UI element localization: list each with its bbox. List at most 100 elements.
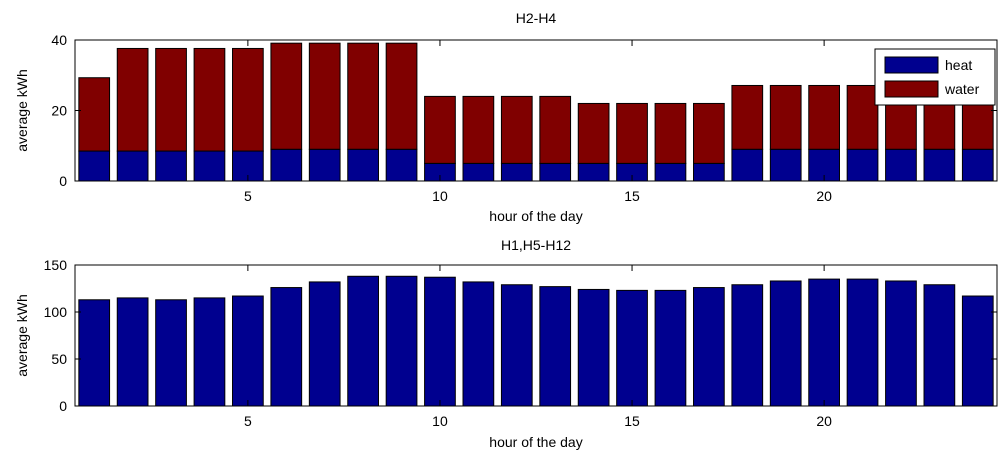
bar-heat-hour-23 <box>923 148 956 182</box>
bar-value-hour-9 <box>385 275 418 407</box>
bar-heat-hour-2 <box>116 150 149 182</box>
x-axis-label: hour of the day <box>489 208 582 224</box>
bar-value-hour-1 <box>78 299 111 407</box>
bar-water-hour-13 <box>539 95 572 164</box>
axes-box <box>74 264 998 407</box>
bar-value-hour-17 <box>693 287 725 407</box>
ticks-group: 5 10 15 20 0 20 40 <box>51 32 997 204</box>
bar-value-hour-3 <box>155 299 187 407</box>
bar-heat-hour-16 <box>654 162 687 182</box>
bar-water-hour-18 <box>731 84 764 150</box>
bar-value-hour-14 <box>577 288 610 407</box>
y-tick-label: 50 <box>51 351 67 367</box>
bar-value-hour-16 <box>654 289 687 407</box>
ticks-group: 5 10 15 20 0 50 100 150 <box>44 257 997 429</box>
bar-water-hour-3 <box>155 47 187 152</box>
axes-group <box>74 264 998 407</box>
y-tick-label: 100 <box>44 304 68 320</box>
y-axis-label: average kWh <box>14 69 30 151</box>
x-tick-label: 5 <box>244 413 252 429</box>
x-tick-label: 20 <box>816 413 832 429</box>
bar-water-hour-7 <box>308 42 341 150</box>
bar-water-hour-2 <box>116 47 149 152</box>
bar-heat-hour-19 <box>769 148 802 182</box>
x-tick-label: 5 <box>244 188 252 204</box>
bar-water-hour-5 <box>232 47 264 152</box>
chart-title: H1,H5-H12 <box>501 237 571 253</box>
y-tick-label: 150 <box>44 257 68 273</box>
bar-value-hour-13 <box>539 286 572 407</box>
bar-value-hour-22 <box>885 280 917 407</box>
legend: heat water <box>874 48 996 106</box>
bar-heat-hour-9 <box>385 148 418 182</box>
bar-value-hour-10 <box>424 276 456 407</box>
bar-heat-hour-4 <box>193 150 226 182</box>
bar-value-hour-21 <box>846 278 879 407</box>
y-axis-label: average kWh <box>14 294 30 376</box>
bar-heat-hour-12 <box>500 162 533 182</box>
bar-heat-hour-18 <box>731 148 764 182</box>
chart-title: H2-H4 <box>516 10 557 26</box>
bar-water-hour-17 <box>693 102 725 164</box>
bar-water-hour-14 <box>577 102 610 164</box>
bars-group <box>78 42 994 182</box>
bar-value-hour-5 <box>232 295 264 407</box>
x-axis-label: hour of the day <box>489 434 582 450</box>
bar-heat-hour-21 <box>846 148 879 182</box>
bar-heat-hour-6 <box>270 148 303 182</box>
bar-value-hour-4 <box>193 297 226 407</box>
bar-heat-hour-13 <box>539 162 572 182</box>
bar-value-hour-15 <box>616 289 648 407</box>
legend-swatch-heat <box>884 56 939 74</box>
bar-heat-hour-24 <box>961 148 994 182</box>
legend-label-heat: heat <box>945 57 972 73</box>
bar-value-hour-24 <box>961 295 994 407</box>
bar-water-hour-20 <box>808 84 840 150</box>
bar-water-hour-10 <box>424 95 456 164</box>
bar-value-hour-20 <box>808 278 840 407</box>
bar-water-hour-8 <box>347 42 379 150</box>
bar-heat-hour-17 <box>693 162 725 182</box>
bar-water-hour-16 <box>654 102 687 164</box>
bar-value-hour-2 <box>116 297 149 407</box>
legend-swatch-water <box>884 80 939 98</box>
bar-value-hour-8 <box>347 275 379 407</box>
bar-value-hour-19 <box>769 280 802 407</box>
bar-value-hour-11 <box>462 281 495 407</box>
bar-heat-hour-8 <box>347 148 379 182</box>
bar-water-hour-4 <box>193 47 226 152</box>
bar-heat-hour-1 <box>78 150 111 182</box>
bar-water-hour-12 <box>500 95 533 164</box>
bar-water-hour-11 <box>462 95 495 164</box>
y-tick-label: 40 <box>51 32 67 48</box>
x-tick-label: 10 <box>432 188 448 204</box>
bar-water-hour-1 <box>78 77 111 152</box>
x-tick-label: 15 <box>624 413 640 429</box>
y-tick-label: 20 <box>51 103 67 119</box>
bar-value-hour-18 <box>731 284 764 407</box>
x-tick-label: 20 <box>816 188 832 204</box>
bar-water-hour-6 <box>270 42 303 150</box>
bar-water-hour-15 <box>616 102 648 164</box>
x-tick-label: 15 <box>624 188 640 204</box>
y-tick-label: 0 <box>59 173 67 189</box>
y-tick-label: 0 <box>59 398 67 414</box>
bars-group <box>78 275 994 407</box>
bar-value-hour-7 <box>308 281 341 407</box>
plot-h2-h4: H2-H4 average kWh hour of the day 5 10 15 2… <box>14 10 998 224</box>
x-tick-label: 10 <box>432 413 448 429</box>
bar-value-hour-12 <box>500 284 533 407</box>
bar-heat-hour-3 <box>155 150 187 182</box>
bar-value-hour-23 <box>923 284 956 407</box>
bar-water-hour-19 <box>769 84 802 150</box>
bar-heat-hour-14 <box>577 162 610 182</box>
bar-water-hour-21 <box>846 84 879 150</box>
bar-value-hour-6 <box>270 287 303 407</box>
bar-heat-hour-7 <box>308 148 341 182</box>
bar-heat-hour-22 <box>885 148 917 182</box>
legend-label-water: water <box>944 81 980 97</box>
bar-water-hour-9 <box>385 42 418 150</box>
plot-h1-h5-h12: H1,H5-H12 average kWh hour of the day 5 1… <box>14 237 998 450</box>
